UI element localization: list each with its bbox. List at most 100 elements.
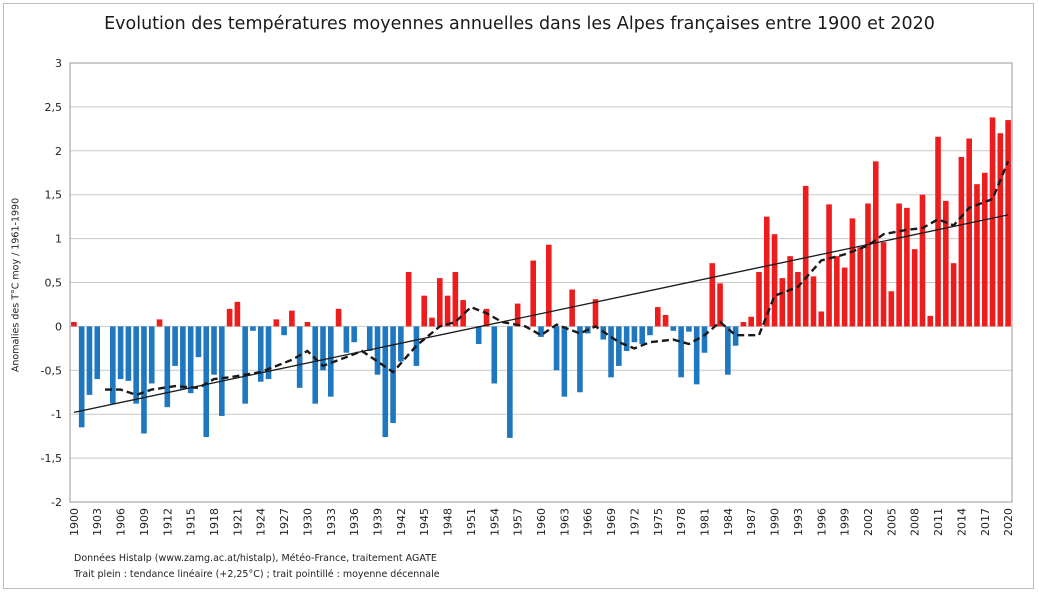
- bar-1947: [436, 278, 443, 327]
- bar-1995: [810, 276, 817, 327]
- bar-1984: [725, 326, 731, 375]
- x-tick-label: 1930: [301, 508, 314, 536]
- x-tick-label: 1960: [535, 508, 548, 536]
- bar-1946: [429, 317, 435, 327]
- bar-1974: [647, 326, 653, 336]
- bar-1945: [421, 295, 428, 327]
- x-tick-label: 1984: [722, 508, 735, 536]
- x-tick-label: 1924: [255, 508, 268, 536]
- bar-1942: [398, 326, 404, 362]
- x-tick-label: 1909: [138, 508, 151, 536]
- bar-1972: [631, 326, 638, 343]
- x-tick-label: 1918: [208, 508, 221, 536]
- bar-2006: [896, 203, 902, 327]
- bar-1986: [740, 322, 747, 327]
- x-tick-labels: 1900 1903 1906 1909 1912 1915 1918 1921 1924 1927…: [68, 508, 1015, 536]
- bar-1960: [538, 326, 544, 337]
- bar-1987: [748, 316, 755, 327]
- bar-1917: [203, 326, 210, 438]
- bar-1907: [125, 326, 132, 381]
- x-tick-label: 2008: [909, 508, 922, 536]
- bar-2017: [981, 172, 988, 327]
- bar-1943: [405, 271, 412, 327]
- x-tick-label: 1942: [395, 508, 408, 536]
- x-tick-label: 1948: [442, 508, 455, 536]
- bar-1948: [444, 295, 451, 327]
- bar-1928: [289, 310, 295, 327]
- bar-2000: [849, 218, 856, 327]
- bar-1977: [670, 326, 677, 331]
- bar-1998: [834, 256, 840, 327]
- bar-1965: [577, 326, 583, 393]
- bar-1999: [841, 267, 848, 327]
- x-tick-label: 1906: [115, 508, 128, 536]
- x-tick-label: 1975: [652, 508, 665, 536]
- footnote-source: Données Histalp (www.zamg.ac.at/histalp)…: [74, 553, 437, 564]
- x-tick-label: 1957: [512, 508, 525, 536]
- y-tick-label: 0: [55, 320, 62, 333]
- bar-1938: [366, 326, 373, 351]
- bar-1910: [148, 326, 155, 384]
- bar-1990: [771, 234, 778, 327]
- bar-1957: [514, 303, 521, 327]
- bar-1927: [281, 326, 287, 336]
- x-tick-label: 1996: [815, 508, 828, 536]
- bar-2019: [997, 133, 1004, 327]
- plot-border: [69, 62, 1013, 503]
- y-tick-label: 1,5: [45, 189, 63, 202]
- bar-1973: [639, 326, 646, 344]
- bar-1967: [592, 299, 599, 327]
- bar-1905: [110, 326, 116, 404]
- y-tick-label: 1: [55, 233, 62, 246]
- bar-1918: [211, 326, 217, 375]
- y-tick-label: -0,5: [41, 364, 62, 377]
- bar-1901: [78, 326, 85, 428]
- bar-1979: [686, 326, 692, 332]
- y-tick-labels: 3 2,5 2 1,5 1 0,5 0 -0,5 -1 -1,5 -2: [41, 57, 62, 509]
- bars: [71, 117, 1011, 438]
- bar-1952: [475, 326, 482, 344]
- y-tick-label: -1: [51, 408, 62, 421]
- bar-1962: [553, 326, 560, 371]
- bar-1978: [678, 326, 684, 378]
- bar-1925: [265, 326, 272, 380]
- x-tick-label: 1981: [698, 508, 711, 536]
- bar-1976: [662, 314, 669, 327]
- y-tick-label: -1,5: [41, 452, 62, 465]
- x-tick-label: 2005: [885, 508, 898, 536]
- bar-1963: [561, 326, 568, 397]
- bar-1930: [304, 322, 311, 327]
- bar-2008: [911, 249, 918, 327]
- bar-1911: [156, 319, 163, 327]
- x-tick-label: 1993: [792, 508, 805, 536]
- bar-1993: [795, 271, 801, 327]
- bar-1921: [234, 301, 241, 327]
- bar-1906: [117, 326, 124, 380]
- bar-2010: [927, 315, 934, 327]
- x-tick-label: 1936: [348, 508, 361, 536]
- bar-1961: [545, 244, 552, 327]
- bar-1991: [779, 278, 786, 327]
- bar-1969: [608, 326, 614, 378]
- bar-2001: [857, 247, 863, 327]
- bar-1994: [802, 185, 809, 327]
- bar-2013: [950, 263, 957, 327]
- x-tick-label: 1972: [628, 508, 641, 536]
- bar-1916: [195, 326, 202, 358]
- bar-1981: [701, 326, 708, 353]
- bar-1900: [71, 322, 77, 327]
- x-tick-label: 1927: [278, 508, 291, 536]
- bar-1988: [756, 271, 762, 327]
- x-tick-label: 1954: [488, 508, 501, 536]
- bar-1970: [616, 326, 622, 366]
- x-tick-label: 2020: [1002, 508, 1015, 536]
- bar-1929: [296, 326, 303, 388]
- bar-1902: [86, 326, 93, 395]
- bar-1975: [654, 307, 661, 327]
- x-tick-label: 1951: [465, 508, 478, 536]
- x-tick-label: 1915: [185, 508, 198, 536]
- bar-1935: [343, 326, 350, 353]
- bar-1982: [709, 263, 716, 327]
- bar-1940: [382, 326, 389, 438]
